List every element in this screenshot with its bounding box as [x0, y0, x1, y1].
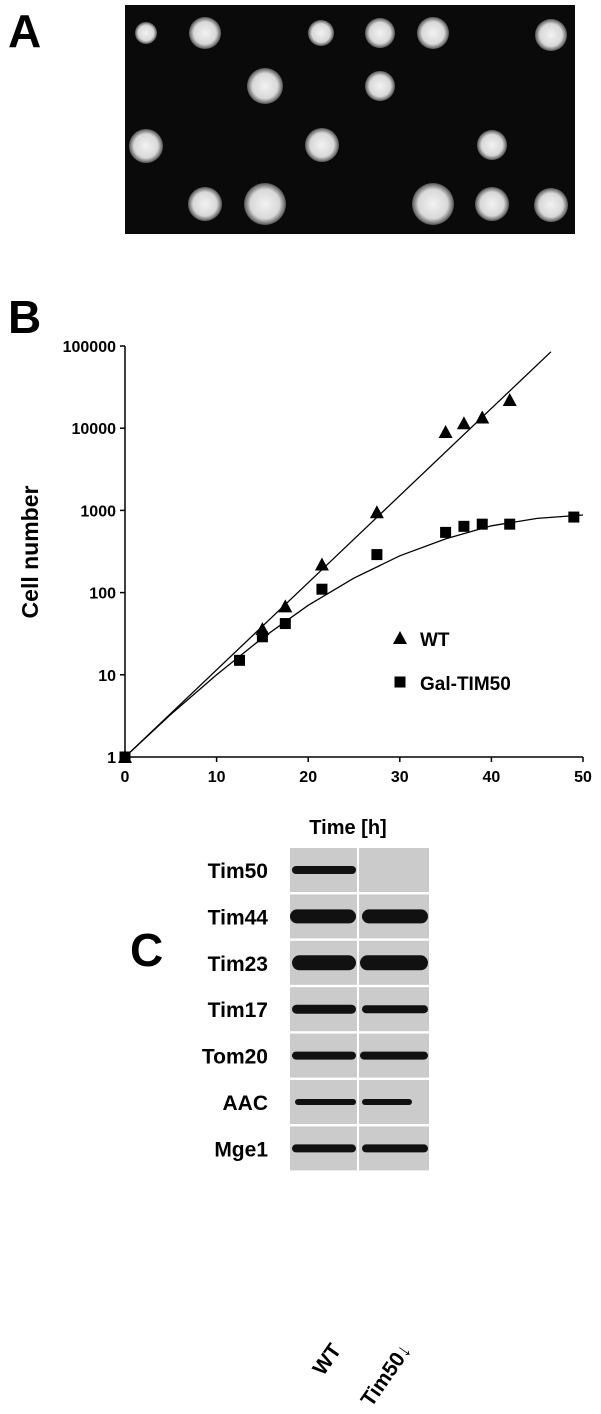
marker-square — [279, 618, 291, 630]
marker-square — [458, 520, 470, 532]
x-tick-label: 10 — [208, 769, 226, 786]
panel-label: B — [8, 291, 41, 343]
marker-square — [256, 631, 268, 643]
row-label: AAC — [223, 1092, 269, 1115]
blot-band — [292, 1004, 356, 1014]
marker-triangle — [314, 557, 329, 571]
blot-band — [292, 866, 356, 874]
y-tick-label: 100000 — [63, 339, 116, 356]
blot-band — [292, 1144, 356, 1153]
x-axis-label: Time [h] — [309, 817, 386, 839]
panel-label: A — [8, 5, 41, 57]
y-tick-label: 1 — [107, 750, 116, 767]
blot-band — [362, 1099, 412, 1105]
marker-square — [476, 518, 488, 530]
blot-band — [362, 909, 428, 924]
y-tick-label: 1000 — [80, 503, 116, 520]
legend-marker — [393, 631, 407, 644]
row-label: Tom20 — [202, 1046, 268, 1069]
x-tick-label: 50 — [574, 769, 592, 786]
legend-label: Gal-TIM50 — [420, 674, 511, 695]
marker-triangle — [278, 599, 293, 613]
blot-band — [290, 909, 356, 924]
blot-band — [292, 955, 356, 971]
y-axis-label: Cell number — [17, 485, 43, 618]
row-label: Tim17 — [208, 999, 268, 1022]
y-tick-label: 10000 — [72, 421, 117, 438]
blot-band — [295, 1099, 356, 1105]
marker-square — [568, 511, 580, 523]
colonies — [129, 17, 568, 225]
marker-square — [371, 549, 383, 561]
marker-square — [504, 518, 516, 530]
marker-square — [316, 583, 328, 595]
marker-square — [119, 751, 131, 763]
row-label: Tim50 — [208, 860, 268, 883]
y-tick-label: 10 — [98, 668, 116, 685]
marker-triangle — [475, 410, 490, 424]
marker-triangle — [369, 505, 384, 519]
lane-label: WT — [309, 1340, 347, 1380]
row-label: Tim44 — [208, 906, 269, 929]
marker-square — [234, 654, 245, 666]
x-tick-label: 20 — [299, 769, 317, 786]
x-tick-label: 40 — [483, 769, 501, 786]
row-label: Tim23 — [208, 953, 268, 976]
lane-label: Tim50↓ — [357, 1340, 416, 1411]
fit-line — [124, 514, 584, 758]
legend-label: WT — [420, 630, 450, 651]
legend-marker — [394, 676, 406, 688]
marker-triangle — [438, 424, 453, 438]
marker-square — [440, 526, 452, 538]
row-label: Mge1 — [214, 1138, 268, 1161]
x-tick-label: 30 — [391, 769, 409, 786]
blot-band — [362, 1144, 428, 1153]
x-tick-label: 0 — [121, 769, 130, 786]
blot-band — [362, 1005, 428, 1014]
blot-band — [292, 1051, 356, 1060]
y-tick-label: 100 — [89, 586, 116, 603]
panel-label: C — [130, 924, 163, 976]
blot-band — [360, 955, 428, 971]
marker-triangle — [502, 393, 517, 407]
blot-band — [360, 1051, 428, 1060]
fit-line — [124, 351, 552, 758]
marker-triangle — [456, 416, 471, 430]
